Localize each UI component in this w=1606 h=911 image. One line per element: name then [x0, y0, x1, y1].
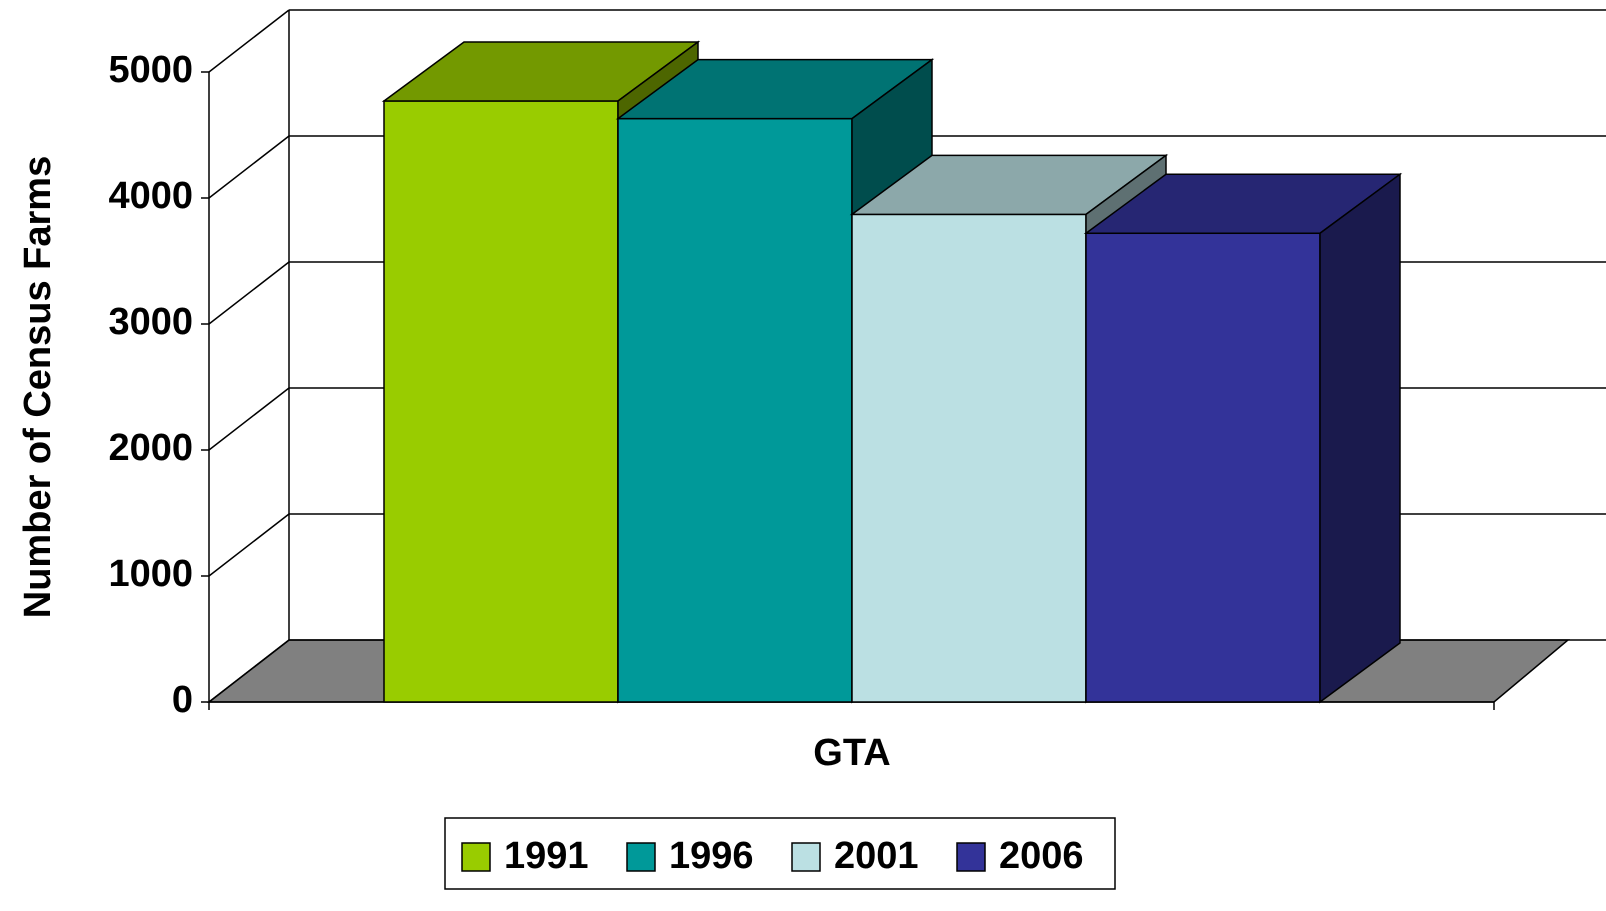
y-axis-label: Number of Census Farms — [17, 156, 59, 618]
legend — [444, 817, 1116, 890]
legend-label: 2006 — [999, 835, 1084, 877]
y-tick-label: 2000 — [108, 427, 193, 469]
bar — [1085, 232, 1321, 703]
grid-line-side — [208, 639, 290, 703]
grid-line-side — [208, 261, 290, 325]
legend-swatch — [461, 842, 491, 872]
bar — [851, 213, 1087, 703]
grid-line-side — [208, 513, 290, 577]
x-tick-label: GTA — [813, 732, 890, 774]
legend-label: 1991 — [504, 835, 589, 877]
y-tick-label: 1000 — [108, 553, 193, 595]
y-tick-label: 3000 — [108, 301, 193, 343]
legend-label: 1996 — [669, 835, 754, 877]
bar-side — [1319, 172, 1401, 704]
grid-line-side — [208, 9, 290, 73]
y-tick-label: 4000 — [108, 175, 193, 217]
legend-label: 2001 — [834, 835, 919, 877]
bar — [617, 117, 853, 703]
grid-line-side — [208, 135, 290, 199]
legend-swatch — [626, 842, 656, 872]
grid-line-side — [208, 387, 290, 451]
legend-swatch — [956, 842, 986, 872]
legend-swatch — [791, 842, 821, 872]
bar — [383, 100, 619, 703]
y-tick-label: 0 — [172, 679, 193, 721]
y-tick-label: 5000 — [108, 49, 193, 91]
